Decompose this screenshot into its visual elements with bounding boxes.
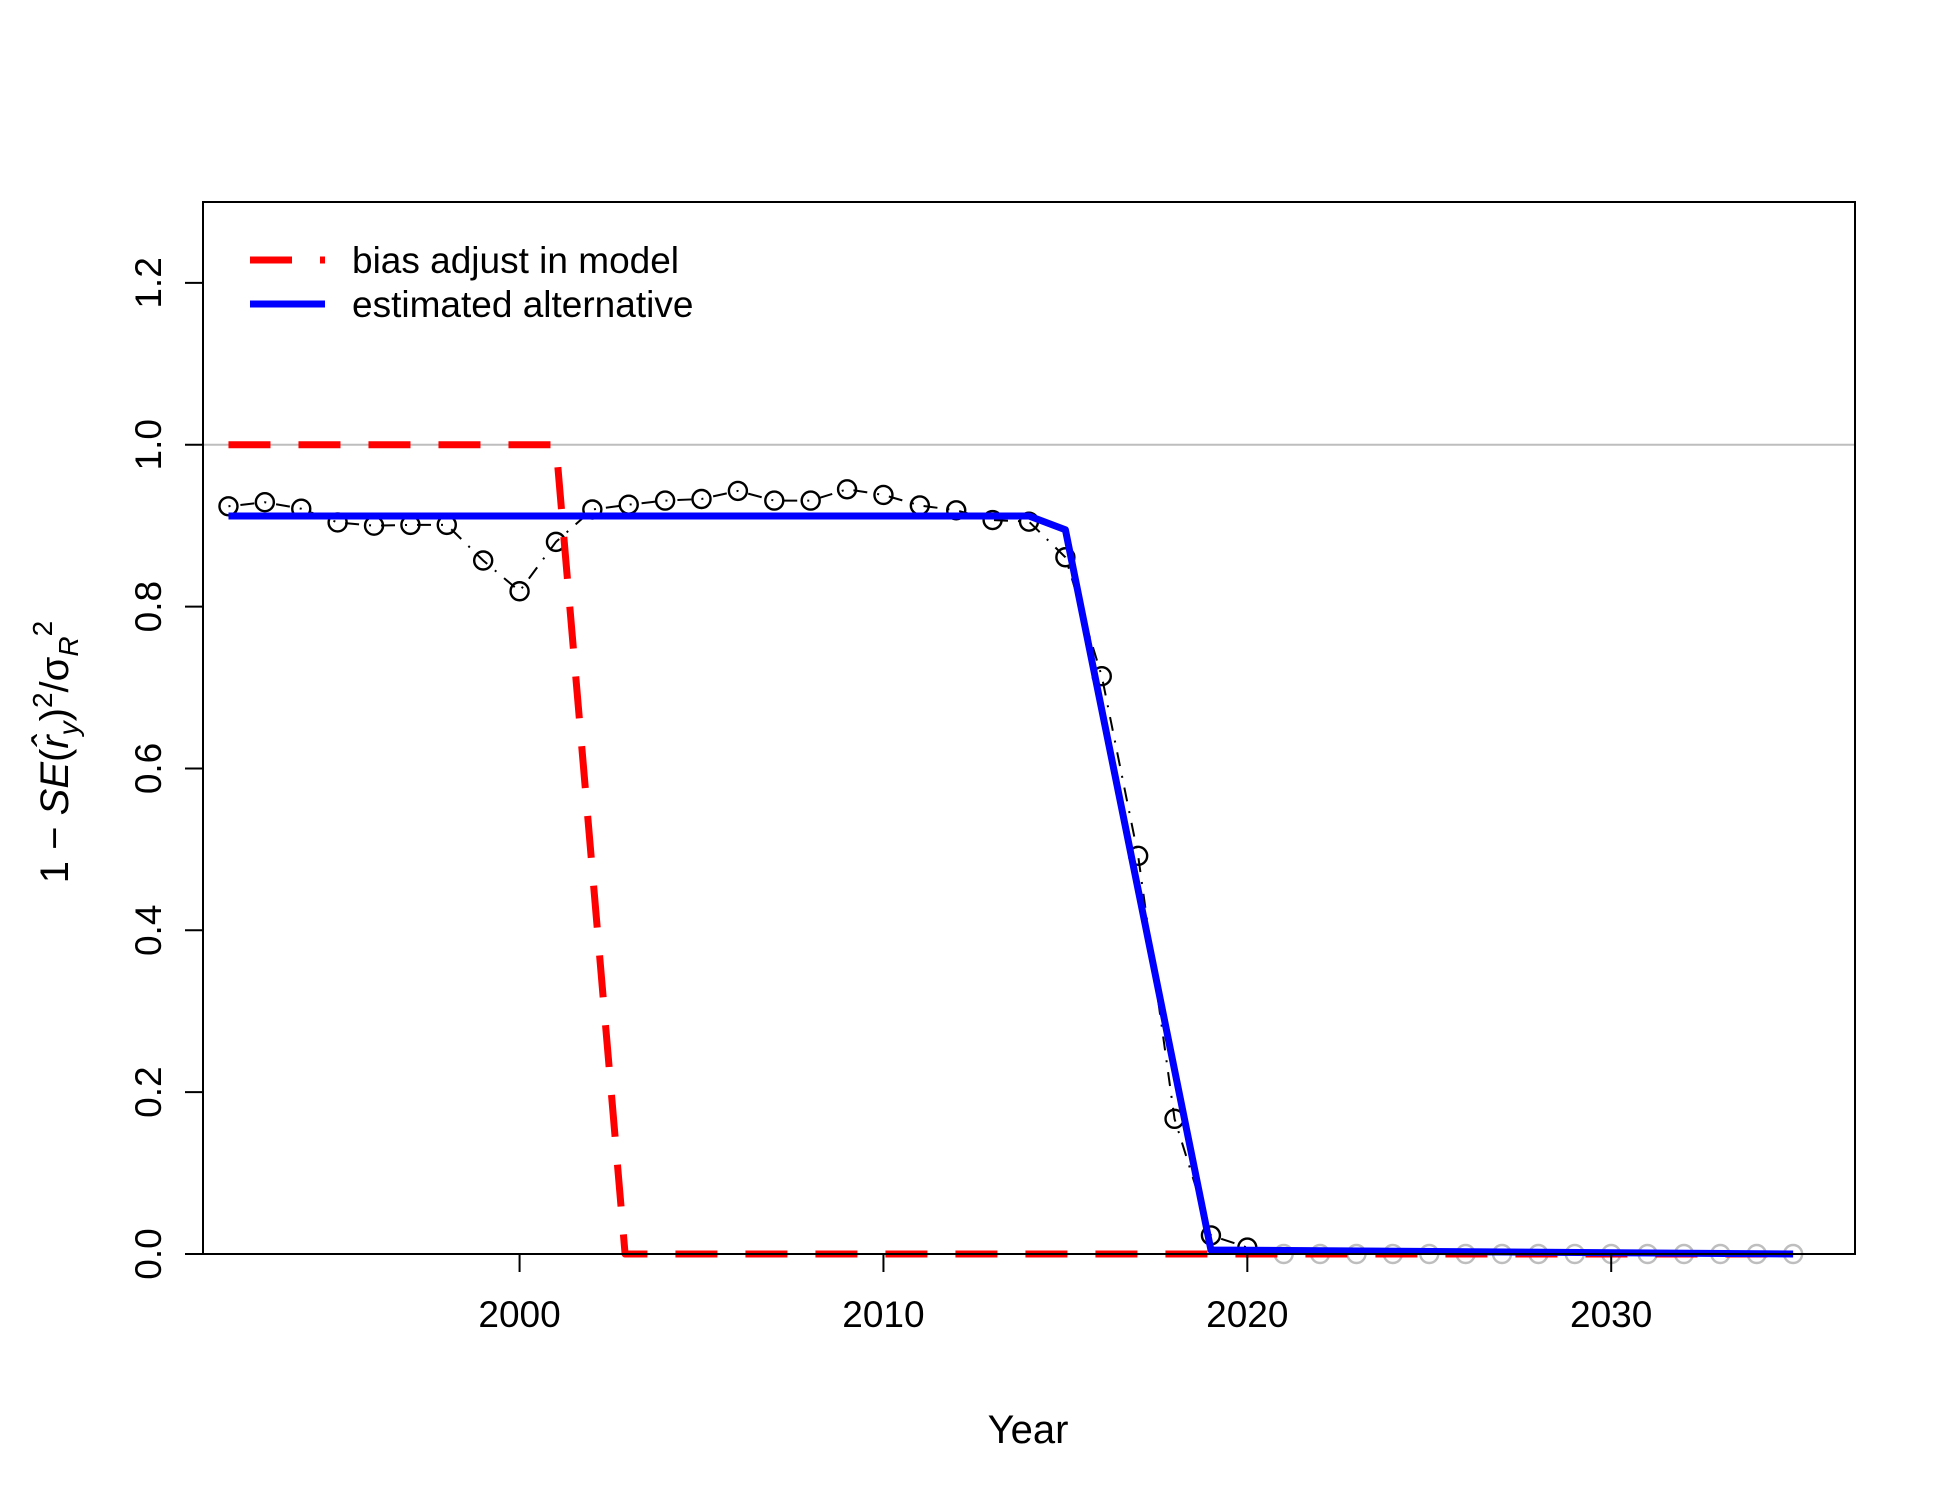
data-point: [254, 492, 276, 513]
data-point: [691, 488, 712, 510]
x-tick-label: 2030: [1570, 1294, 1652, 1335]
y-axis: 0.0 0.2 0.4 0.6 0.8 1.0 1.2: [128, 257, 203, 1280]
data-point: [836, 479, 858, 500]
data-point: [618, 494, 639, 515]
points-connector-line: [228, 488, 1248, 1249]
data-point: [982, 509, 1003, 531]
x-axis-label: Year: [988, 1408, 1069, 1452]
data-point: [727, 480, 749, 502]
series-line-bias-adjust: [228, 441, 1794, 1258]
y-tick-label: 0.2: [128, 1066, 169, 1117]
data-point: [509, 581, 530, 602]
svg-text:1 − SE(r̂y)2/σR2: 1 − SE(r̂y)2/σR2: [27, 621, 84, 883]
data-point: [800, 490, 821, 511]
plot-border: [202, 201, 1856, 1255]
data-point: [873, 484, 894, 506]
data-point: [654, 490, 676, 511]
y-tick-label: 0.8: [128, 581, 169, 632]
plot-area: [203, 441, 1855, 1265]
legend-label: bias adjust in model: [352, 240, 679, 281]
y-axis-label: 1 − SE(r̂y)2/σR2: [27, 621, 84, 883]
x-tick-label: 2020: [1206, 1294, 1288, 1335]
x-tick-label: 2000: [478, 1294, 560, 1335]
series-line-estimated-alternative: [228, 512, 1794, 1258]
legend-label: estimated alternative: [352, 284, 693, 325]
y-tick-label: 0.6: [128, 743, 169, 794]
y-tick-label: 0.0: [128, 1228, 169, 1279]
data-point: [764, 490, 785, 511]
x-tick-label: 2010: [842, 1294, 924, 1335]
x-axis: 2000 2010 2020 2030: [478, 1254, 1652, 1335]
y-tick-label: 0.4: [128, 905, 169, 956]
y-tick-label: 1.2: [128, 257, 169, 308]
data-point: [472, 550, 494, 571]
y-tick-label: 1.0: [128, 419, 169, 470]
plot-frame: [202, 201, 1856, 1255]
